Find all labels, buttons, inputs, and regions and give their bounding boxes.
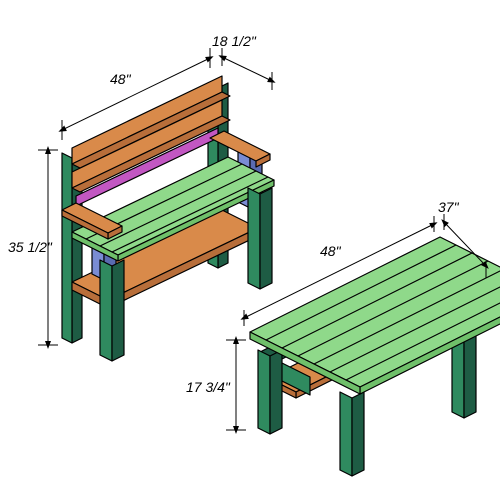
furniture-diagram: 48" 18 1/2" 35 1/2" 48" 37" 17 3/4" [0,0,500,500]
table-leg-fl [258,350,282,434]
dim-table-depth-label: 37" [438,199,460,215]
table-leg-fr [340,392,364,476]
dim-table-width-label: 48" [320,243,342,259]
dim-bench-height-label: 35 1/2" [8,239,53,255]
table [250,237,500,476]
dim-bench-depth-label: 18 1/2" [212,33,257,49]
bench [62,76,274,361]
dim-table-height: 17 3/4" [186,340,246,430]
dim-bench-height: 35 1/2" [8,150,58,345]
dim-bench-width-label: 48" [110,71,132,87]
bench-leg-fl [100,260,124,361]
dim-table-height-label: 17 3/4" [186,379,231,395]
bench-leg-fr [248,188,272,289]
